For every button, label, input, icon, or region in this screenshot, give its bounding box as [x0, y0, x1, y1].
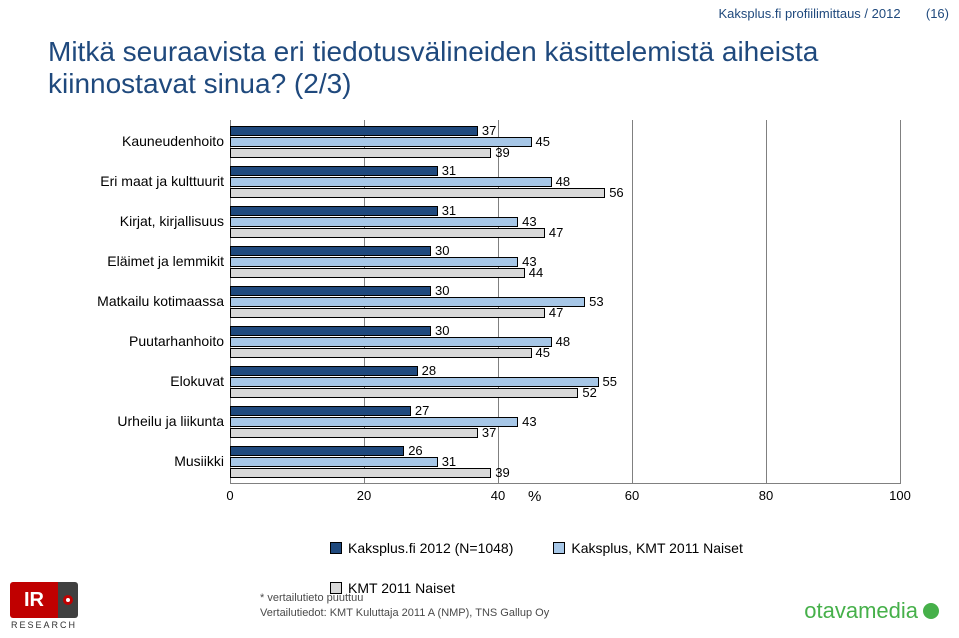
- legend-item: Kaksplus.fi 2012 (N=1048): [330, 540, 513, 556]
- bar: [230, 268, 525, 278]
- bar-value: 43: [522, 217, 536, 227]
- legend-item: Kaksplus, KMT 2011 Naiset: [553, 540, 742, 556]
- bar: [230, 468, 491, 478]
- footnote-line2: Vertailutiedot: KMT Kuluttaja 2011 A (NM…: [260, 606, 549, 620]
- bar: [230, 377, 599, 387]
- bar-value: 39: [495, 148, 509, 158]
- iro-logo: IR RESEARCH: [10, 582, 78, 630]
- bar-value: 56: [609, 188, 623, 198]
- bar-value: 48: [556, 337, 570, 347]
- bar-value: 53: [589, 297, 603, 307]
- bar: [230, 188, 605, 198]
- category-label: Puutarhanhoito: [24, 333, 224, 349]
- category-label: Eläimet ja lemmikit: [24, 253, 224, 269]
- bar-value: 37: [482, 126, 496, 136]
- bar: [230, 406, 411, 416]
- gridline: [632, 120, 633, 484]
- bar: [230, 428, 478, 438]
- gridline: [766, 120, 767, 484]
- bar: [230, 126, 478, 136]
- chart: 0 20 40% 60 80 100 Kauneudenhoito 37 45 39 Eri maa…: [20, 120, 920, 540]
- category-label: Kauneudenhoito: [24, 133, 224, 149]
- bar-value: 28: [422, 366, 436, 376]
- bar: [230, 257, 518, 267]
- page-number: (16): [926, 6, 949, 21]
- footnote-line1: * vertailutieto puuttuu: [260, 591, 549, 605]
- category-label: Urheilu ja liikunta: [24, 413, 224, 429]
- otavamedia-logo: otavamedia: [804, 598, 939, 624]
- legend-swatch: [330, 542, 342, 554]
- bar-value: 27: [415, 406, 429, 416]
- bar: [230, 446, 404, 456]
- bar-value: 37: [482, 428, 496, 438]
- page-title: Mitkä seuraavista eri tiedotusvälineiden…: [48, 36, 868, 100]
- bar-value: 47: [549, 308, 563, 318]
- x-tick-label: 20: [357, 488, 371, 503]
- iro-logo-text: IR: [10, 582, 58, 618]
- bar-value: 30: [435, 246, 449, 256]
- bar: [230, 297, 585, 307]
- bar: [230, 326, 431, 336]
- footnote: * vertailutieto puuttuu Vertailutiedot: …: [260, 591, 549, 620]
- category-label: Matkailu kotimaassa: [24, 293, 224, 309]
- bar: [230, 206, 438, 216]
- bar-value: 31: [442, 166, 456, 176]
- bar: [230, 177, 552, 187]
- bar-value: 55: [603, 377, 617, 387]
- bar: [230, 337, 552, 347]
- x-tick-label: 80: [759, 488, 773, 503]
- bar-value: 30: [435, 286, 449, 296]
- bar-value: 43: [522, 417, 536, 427]
- bar-value: 45: [536, 348, 550, 358]
- bar-value: 26: [408, 446, 422, 456]
- x-unit-label: %: [528, 488, 541, 505]
- bar: [230, 137, 532, 147]
- legend-swatch: [553, 542, 565, 554]
- legend-row: Kaksplus.fi 2012 (N=1048) Kaksplus, KMT 2…: [330, 540, 870, 596]
- bar-value: 31: [442, 457, 456, 467]
- bar: [230, 148, 491, 158]
- legend-label: Kaksplus, KMT 2011 Naiset: [571, 540, 742, 556]
- bar: [230, 166, 438, 176]
- bar-value: 44: [529, 268, 543, 278]
- bar: [230, 388, 578, 398]
- bar: [230, 348, 532, 358]
- bar: [230, 417, 518, 427]
- bar: [230, 457, 438, 467]
- x-tick-label: 60: [625, 488, 639, 503]
- bar: [230, 366, 418, 376]
- iro-logo-sub: RESEARCH: [10, 620, 78, 630]
- category-label: Kirjat, kirjallisuus: [24, 213, 224, 229]
- header-label: Kaksplus.fi profiilimittaus / 2012 (16): [718, 6, 949, 21]
- category-label: Elokuvat: [24, 373, 224, 389]
- bar-value: 52: [582, 388, 596, 398]
- bar-value: 45: [536, 137, 550, 147]
- otavamedia-text: otavamedia: [804, 598, 918, 624]
- bar-value: 47: [549, 228, 563, 238]
- category-label: Eri maat ja kulttuurit: [24, 173, 224, 189]
- bar: [230, 228, 545, 238]
- legend: Kaksplus.fi 2012 (N=1048) Kaksplus, KMT 2…: [330, 540, 870, 596]
- otavamedia-dot: [923, 603, 939, 619]
- bar: [230, 217, 518, 227]
- category-label: Musiikki: [24, 453, 224, 469]
- gridline: [900, 120, 901, 484]
- bar-value: 31: [442, 206, 456, 216]
- bar: [230, 246, 431, 256]
- bar-value: 39: [495, 468, 509, 478]
- legend-label: Kaksplus.fi 2012 (N=1048): [348, 540, 513, 556]
- x-tick-label: 0: [226, 488, 233, 503]
- x-tick-label: 40: [491, 488, 505, 503]
- bar: [230, 308, 545, 318]
- x-tick-label: 100: [889, 488, 911, 503]
- bar: [230, 286, 431, 296]
- bar-value: 30: [435, 326, 449, 336]
- header-label-text: Kaksplus.fi profiilimittaus / 2012: [718, 6, 900, 21]
- bar-value: 48: [556, 177, 570, 187]
